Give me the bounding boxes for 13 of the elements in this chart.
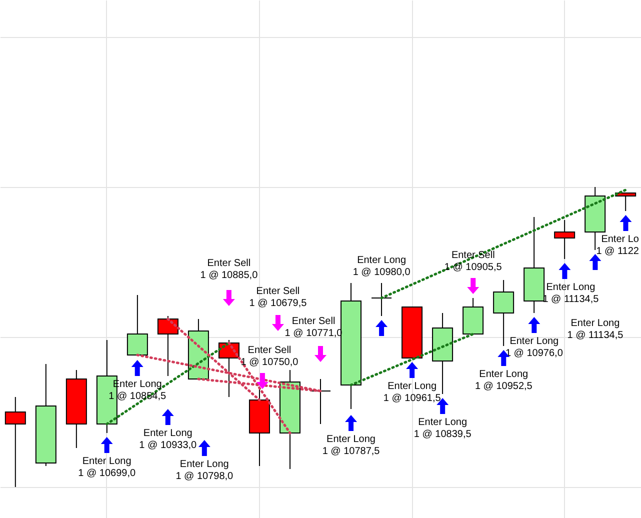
annotation: Enter Sell 1 @ 10885,0 (200, 258, 258, 281)
annotation: Enter Long 1 @ 10699,0 (78, 456, 136, 479)
annotation: Enter Lo 1 @ 1122 (596, 234, 640, 257)
annotation: Enter Long 1 @ 10952,5 (474, 369, 533, 392)
annotation: Enter Long 1 @ 10787,5 (322, 434, 380, 457)
annotation: Enter Long 1 @ 11134,5 (542, 282, 600, 305)
annotation: Enter Long 1 @ 10933,0 (139, 428, 198, 451)
annotation: Enter Sell 1 @ 10679,5 (249, 286, 308, 309)
annotation: Enter Long 1 @ 10980,0 (352, 255, 411, 278)
annotation: Enter Long 1 @ 10839,5 (414, 417, 472, 440)
annotation: Enter Long 1 @ 11134,5 (567, 318, 624, 341)
annotation: Enter Long 1 @ 10961,5 (383, 381, 442, 404)
annotation: Enter Long 1 @ 10798,0 (176, 459, 234, 482)
